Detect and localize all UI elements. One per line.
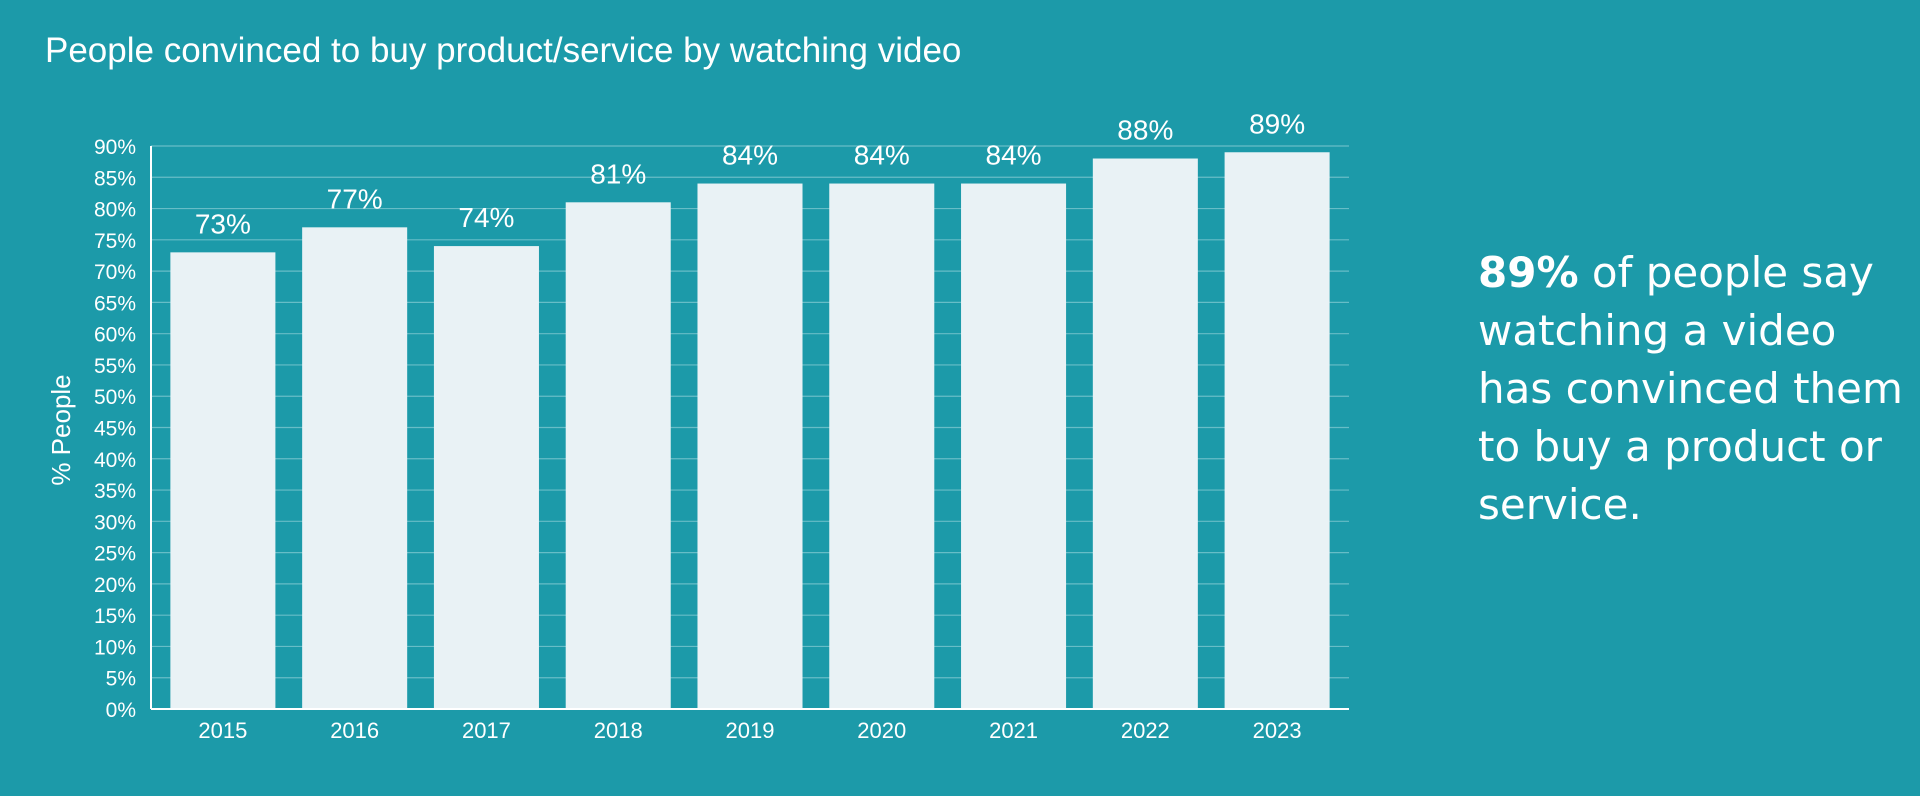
- x-tick-label-2021: 2021: [989, 718, 1038, 743]
- data-label-2015: 73%: [195, 208, 251, 239]
- data-label-2021: 84%: [986, 140, 1042, 171]
- x-tick-label-2015: 2015: [198, 718, 247, 743]
- bar-2021: [961, 183, 1067, 710]
- data-label-2017: 74%: [458, 202, 514, 233]
- y-tick-label: 35%: [94, 480, 136, 503]
- y-tick-label: 80%: [94, 199, 136, 222]
- y-tick-label: 70%: [94, 261, 136, 284]
- bar-2018: [565, 202, 671, 710]
- bar-2020: [829, 183, 935, 710]
- y-tick-label: 90%: [94, 136, 136, 159]
- y-tick-label: 15%: [94, 605, 136, 628]
- x-tick-label-2019: 2019: [726, 718, 775, 743]
- data-labels: 73% 77% 74% 81% 84% 84% 84% 88% 89%: [195, 108, 1305, 239]
- y-tick-label: 20%: [94, 574, 136, 597]
- y-tick-label: 55%: [94, 355, 136, 378]
- bar-2016: [302, 227, 408, 710]
- callout-highlight: 89%: [1478, 248, 1579, 297]
- y-tick-label: 45%: [94, 418, 136, 441]
- y-tick-label: 30%: [94, 511, 136, 534]
- y-tick-label: 0%: [106, 699, 136, 722]
- data-label-2020: 84%: [854, 140, 910, 171]
- data-label-2022: 88%: [1117, 115, 1173, 146]
- x-tick-label-2022: 2022: [1121, 718, 1170, 743]
- y-axis-label: % People: [46, 374, 76, 485]
- y-tick-label: 5%: [106, 668, 136, 691]
- y-tick-label: 25%: [94, 543, 136, 566]
- y-tick-label: 40%: [94, 449, 136, 472]
- y-tick-label: 65%: [94, 292, 136, 315]
- y-tick-labels: 0% 5% 10% 15% 20% 25% 30% 35% 40% 45% 50% 55% 60% 65%…: [94, 136, 136, 722]
- y-tick-label: 50%: [94, 386, 136, 409]
- chart-title: People convinced to buy product/service …: [45, 31, 962, 70]
- x-tick-label-2023: 2023: [1253, 718, 1302, 743]
- axes: [150, 146, 1349, 710]
- x-tick-label-2017: 2017: [462, 718, 511, 743]
- data-label-2023: 89%: [1249, 108, 1305, 139]
- callout-body: of people say watching a video has convi…: [1478, 248, 1903, 529]
- y-tick-label: 75%: [94, 230, 136, 253]
- data-label-2016: 77%: [327, 183, 383, 214]
- data-label-2019: 84%: [722, 140, 778, 171]
- x-tick-label-2018: 2018: [594, 718, 643, 743]
- bar-2022: [1092, 158, 1198, 709]
- bar-2017: [433, 246, 539, 710]
- data-label-2018: 81%: [590, 158, 646, 189]
- bars: [170, 152, 1330, 710]
- bar-2019: [697, 183, 803, 710]
- y-tick-label: 60%: [94, 324, 136, 347]
- callout-text: 89% of people say watching a video has c…: [1478, 244, 1908, 534]
- bar-2023: [1224, 152, 1330, 709]
- x-tick-label-2016: 2016: [330, 718, 379, 743]
- bar-2015: [170, 252, 276, 709]
- y-tick-label: 85%: [94, 167, 136, 190]
- y-tick-label: 10%: [94, 636, 136, 659]
- x-tick-labels: 2015 2016 2017 2018 2019 2020 2021 2022 2023: [198, 718, 1301, 743]
- x-tick-label-2020: 2020: [857, 718, 906, 743]
